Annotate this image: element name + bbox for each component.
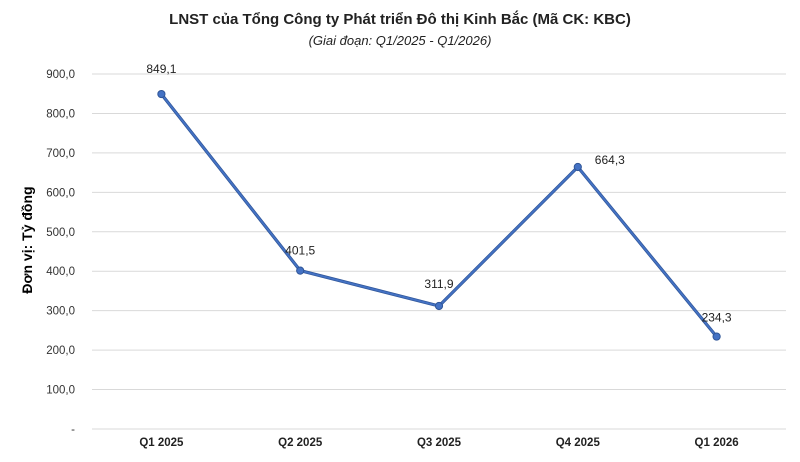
y-tick-label: 500,0 <box>46 227 75 239</box>
y-tick-label: - <box>71 424 75 436</box>
x-tick-label: Q1 2026 <box>695 437 739 449</box>
x-tick-labels: Q1 2025 Q2 2025 Q3 2025 Q4 2025 Q1 2026 <box>139 437 738 449</box>
chart-subtitle: (Giai đoạn: Q1/2025 - Q1/2026) <box>309 33 492 48</box>
x-tick-label: Q4 2025 <box>556 437 601 449</box>
y-tick-label: 700,0 <box>46 148 75 160</box>
data-point <box>573 162 582 172</box>
data-point <box>296 266 305 275</box>
data-label: 664,3 <box>595 153 625 167</box>
data-label: 401,5 <box>285 244 315 258</box>
grid-lines <box>92 73 786 430</box>
data-labels: 849,1 401,5 311,9 664,3 234,3 <box>146 62 732 325</box>
y-tick-labels: - 100,0 200,0 300,0 400,0 500,0 600,0 700,0 800,… <box>46 69 75 436</box>
y-tick-label: 100,0 <box>46 385 75 397</box>
x-tick-label: Q1 2025 <box>139 437 184 449</box>
y-tick-label: 800,0 <box>46 108 75 120</box>
x-tick-label: Q2 2025 <box>278 437 323 449</box>
data-point <box>157 89 166 99</box>
y-axis-label: Đơn vị: Tỷ đồng <box>19 186 35 293</box>
y-tick-label: 900,0 <box>46 69 75 81</box>
data-point <box>434 301 444 311</box>
series-line <box>160 93 718 338</box>
y-tick-label: 300,0 <box>46 306 75 318</box>
y-tick-label: 600,0 <box>46 187 75 199</box>
data-point <box>712 332 721 341</box>
data-label: 849,1 <box>146 62 176 76</box>
x-tick-label: Q3 2025 <box>417 437 462 449</box>
data-label: 311,9 <box>424 277 453 291</box>
chart-title: LNST của Tổng Công ty Phát triển Đô thị … <box>169 10 631 28</box>
series-line-shadow <box>159 92 719 339</box>
y-tick-label: 400,0 <box>46 266 75 278</box>
series-line-group <box>159 92 719 339</box>
y-tick-label: 200,0 <box>46 345 75 357</box>
data-points <box>157 89 721 341</box>
data-label: 234,3 <box>702 311 732 325</box>
